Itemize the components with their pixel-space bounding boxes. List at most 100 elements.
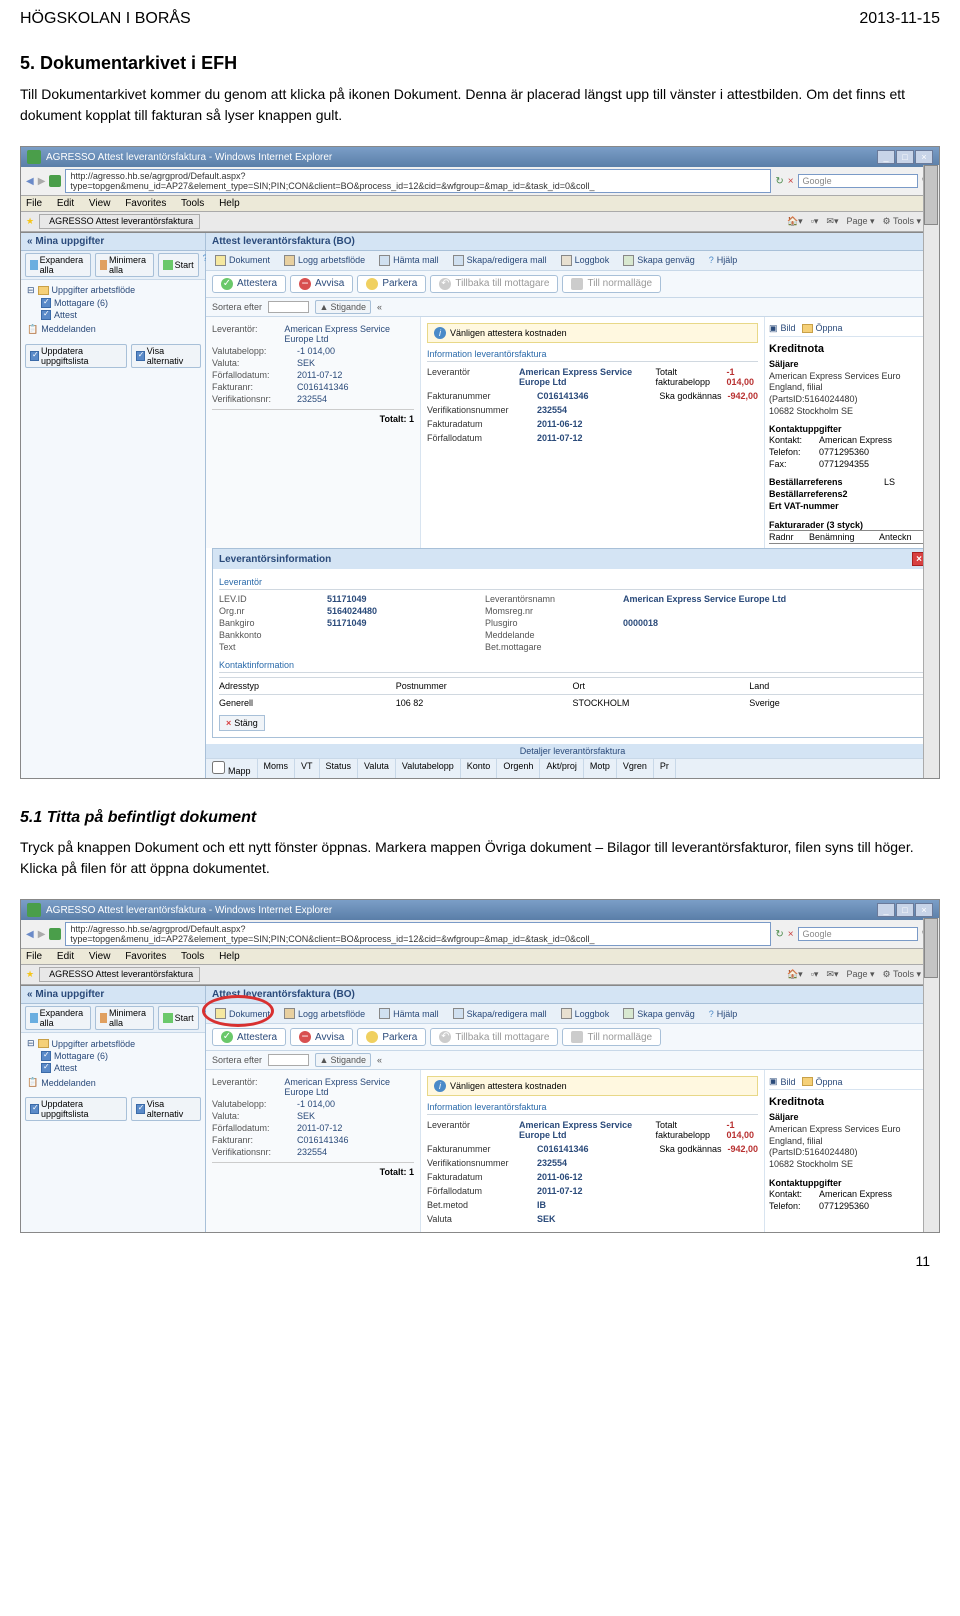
maximize-button[interactable]: □: [896, 903, 914, 917]
skapa-mall-button[interactable]: Skapa/redigera mall: [449, 254, 551, 267]
loggbok-button[interactable]: Loggbok: [557, 254, 614, 267]
back-icon[interactable]: ◀: [26, 929, 34, 940]
hamta-button[interactable]: Hämta mall: [375, 254, 443, 267]
genvag-button[interactable]: Skapa genväg: [619, 1007, 699, 1020]
avvisa-button[interactable]: −Avvisa: [290, 1028, 353, 1046]
stop-icon[interactable]: ×: [788, 176, 794, 187]
oppna-button[interactable]: Öppna: [802, 323, 843, 334]
menu-view[interactable]: View: [89, 198, 111, 209]
stop-icon[interactable]: ×: [788, 929, 794, 940]
menu-tools[interactable]: Tools: [181, 198, 204, 209]
minimize-all-button[interactable]: Minimera alla: [95, 1006, 154, 1030]
tree-attest[interactable]: Attest: [25, 1062, 201, 1074]
menu-favorites[interactable]: Favorites: [125, 951, 166, 962]
normallage-button[interactable]: Till normalläge: [562, 275, 661, 293]
start-button[interactable]: Start: [158, 253, 199, 277]
menu-view[interactable]: View: [89, 951, 111, 962]
menu-help[interactable]: Help: [219, 198, 240, 209]
expand-all-button[interactable]: Expandera alla: [25, 253, 91, 277]
update-list-button[interactable]: Uppdatera uppgiftslista: [25, 344, 127, 368]
search-box[interactable]: Google: [798, 927, 918, 941]
hjalp-button[interactable]: ?Hjälp: [705, 1007, 742, 1020]
menu-edit[interactable]: Edit: [57, 198, 74, 209]
browser-tab[interactable]: AGRESSO Attest leverantörsfaktura: [39, 967, 200, 982]
address-bar[interactable]: http://agresso.hb.se/agrgprod/Default.as…: [65, 169, 771, 193]
show-options-button[interactable]: Visa alternativ: [131, 1097, 201, 1121]
sort-asc-button[interactable]: ▲ Stigande: [315, 1053, 371, 1067]
home-icon[interactable]: 🏠▾: [787, 969, 803, 980]
feed-icon[interactable]: ▫▾: [811, 216, 819, 227]
address-bar[interactable]: http://agresso.hb.se/agrgprod/Default.as…: [65, 922, 771, 946]
show-options-button[interactable]: Visa alternativ: [131, 344, 201, 368]
logg-button[interactable]: Logg arbetsflöde: [280, 254, 369, 267]
vertical-scrollbar[interactable]: [923, 165, 939, 778]
tree-root[interactable]: ⊟ Uppgifter arbetsflöde: [25, 284, 201, 297]
page-menu[interactable]: Page ▾: [846, 216, 874, 227]
mail-icon[interactable]: ✉▾: [826, 969, 838, 980]
tree-mottagare[interactable]: Mottagare (6): [25, 1050, 201, 1062]
menu-favorites[interactable]: Favorites: [125, 198, 166, 209]
bild-button[interactable]: ▣ Bild: [769, 323, 796, 334]
loggbok-button[interactable]: Loggbok: [557, 1007, 614, 1020]
logg-button[interactable]: Logg arbetsflöde: [280, 1007, 369, 1020]
menu-file[interactable]: File: [26, 198, 42, 209]
avvisa-button[interactable]: −Avvisa: [290, 275, 353, 293]
minimize-button[interactable]: _: [877, 150, 895, 164]
tree-root[interactable]: ⊟ Uppgifter arbetsflöde: [25, 1037, 201, 1050]
sort-collapse-icon[interactable]: «: [377, 1055, 382, 1065]
genvag-button[interactable]: Skapa genväg: [619, 254, 699, 267]
tools-menu[interactable]: ⚙ Tools ▾: [883, 216, 921, 227]
mail-icon[interactable]: ✉▾: [826, 216, 838, 227]
bild-button[interactable]: ▣ Bild: [769, 1076, 796, 1087]
sort-field[interactable]: [268, 1054, 309, 1066]
forward-icon[interactable]: ▶: [38, 929, 46, 940]
close-button[interactable]: ×: [915, 150, 933, 164]
col-mapp[interactable]: Mapp: [206, 759, 258, 778]
hjalp-button[interactable]: ?Hjälp: [705, 254, 742, 267]
tools-menu[interactable]: ⚙ Tools ▾: [883, 969, 921, 980]
tree-meddelanden[interactable]: 📋 Meddelanden: [25, 321, 201, 336]
tillbaka-button[interactable]: ↶Tillbaka till mottagare: [430, 275, 558, 293]
tree-mottagare[interactable]: Mottagare (6): [25, 297, 201, 309]
favorites-icon[interactable]: ★: [26, 969, 34, 980]
dokument-button[interactable]: Dokument: [211, 254, 274, 267]
sort-field[interactable]: [268, 301, 309, 313]
refresh-icon[interactable]: ↻: [775, 176, 783, 187]
attestera-button[interactable]: ✓Attestera: [212, 275, 286, 293]
minimize-all-button[interactable]: Minimera alla: [95, 253, 154, 277]
sort-label: Sortera efter: [212, 302, 262, 312]
refresh-icon[interactable]: ↻: [775, 929, 783, 940]
normallage-button[interactable]: Till normalläge: [562, 1028, 661, 1046]
parkera-button[interactable]: Parkera: [357, 1028, 426, 1046]
menu-file[interactable]: File: [26, 951, 42, 962]
vertical-scrollbar[interactable]: [923, 918, 939, 1232]
stang-button[interactable]: × Stäng: [219, 715, 265, 731]
minimize-button[interactable]: _: [877, 903, 895, 917]
forward-icon[interactable]: ▶: [38, 176, 46, 187]
start-button[interactable]: Start: [158, 1006, 199, 1030]
oppna-button[interactable]: Öppna: [802, 1076, 843, 1087]
page-menu[interactable]: Page ▾: [846, 969, 874, 980]
feed-icon[interactable]: ▫▾: [811, 969, 819, 980]
tillbaka-button[interactable]: ↶Tillbaka till mottagare: [430, 1028, 558, 1046]
sort-asc-button[interactable]: ▲ Stigande: [315, 300, 371, 314]
sort-collapse-icon[interactable]: «: [377, 302, 382, 312]
close-button[interactable]: ×: [915, 903, 933, 917]
home-icon[interactable]: 🏠▾: [787, 216, 803, 227]
tree-attest[interactable]: Attest: [25, 309, 201, 321]
hamta-button[interactable]: Hämta mall: [375, 1007, 443, 1020]
skapa-mall-button[interactable]: Skapa/redigera mall: [449, 1007, 551, 1020]
attestera-button[interactable]: ✓Attestera: [212, 1028, 286, 1046]
back-icon[interactable]: ◀: [26, 176, 34, 187]
tree-meddelanden[interactable]: 📋 Meddelanden: [25, 1074, 201, 1089]
menu-help[interactable]: Help: [219, 951, 240, 962]
update-list-button[interactable]: Uppdatera uppgiftslista: [25, 1097, 127, 1121]
maximize-button[interactable]: □: [896, 150, 914, 164]
parkera-button[interactable]: Parkera: [357, 275, 426, 293]
menu-tools[interactable]: Tools: [181, 951, 204, 962]
expand-all-button[interactable]: Expandera alla: [25, 1006, 91, 1030]
menu-edit[interactable]: Edit: [57, 951, 74, 962]
search-box[interactable]: Google: [798, 174, 918, 188]
browser-tab[interactable]: AGRESSO Attest leverantörsfaktura: [39, 214, 200, 229]
favorites-icon[interactable]: ★: [26, 216, 34, 227]
